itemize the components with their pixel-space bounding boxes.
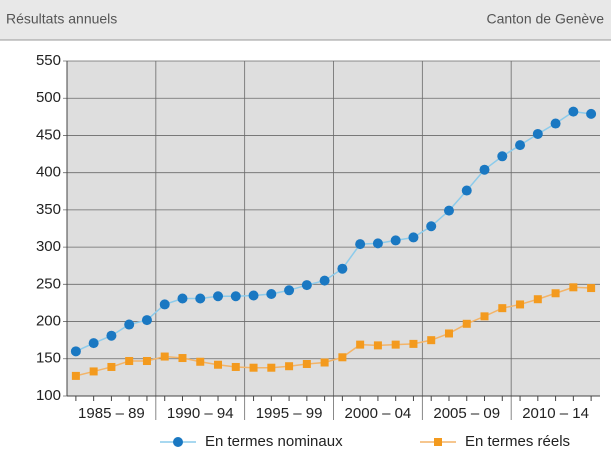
data-point <box>426 221 437 232</box>
data-point <box>338 353 347 362</box>
data-point <box>89 367 98 376</box>
data-point <box>88 338 99 349</box>
x-group-label: 1990 – 94 <box>167 405 234 422</box>
data-point <box>532 128 543 139</box>
data-point <box>391 340 400 349</box>
data-point <box>516 300 525 309</box>
x-group-label: 2005 – 09 <box>433 405 500 422</box>
data-point <box>159 299 170 310</box>
data-point <box>214 360 223 369</box>
legend-marker <box>434 438 442 446</box>
y-tick-label: 450 <box>36 126 61 143</box>
data-point <box>266 289 277 300</box>
data-point <box>498 304 507 313</box>
data-point <box>231 362 240 371</box>
legend-marker <box>173 437 183 447</box>
data-point <box>195 293 206 304</box>
data-point <box>142 357 151 366</box>
y-tick-label: 550 <box>36 52 61 69</box>
data-point <box>285 362 294 371</box>
y-tick-label: 100 <box>36 387 61 404</box>
data-point <box>515 140 526 151</box>
data-point <box>390 235 401 246</box>
x-group-label: 1995 – 99 <box>256 405 323 422</box>
y-tick-label: 350 <box>36 201 61 218</box>
data-point <box>337 263 348 274</box>
data-point <box>373 341 382 350</box>
data-point <box>196 357 205 366</box>
data-point <box>443 205 454 216</box>
data-point <box>178 354 187 363</box>
data-point <box>461 185 472 196</box>
data-point <box>320 358 329 367</box>
data-point <box>444 329 453 338</box>
y-tick-label: 150 <box>36 350 61 367</box>
data-point <box>124 319 135 330</box>
data-point <box>213 291 224 302</box>
data-point <box>125 357 134 366</box>
data-point <box>248 290 259 301</box>
data-point <box>230 291 241 302</box>
data-point <box>106 330 117 341</box>
data-point <box>533 295 542 304</box>
data-point <box>497 151 508 162</box>
data-point <box>372 238 383 249</box>
y-tick-label: 250 <box>36 275 61 292</box>
data-point <box>249 363 258 372</box>
data-point <box>71 371 80 380</box>
data-point <box>479 164 490 175</box>
x-group-label: 2000 – 04 <box>345 405 412 422</box>
header-right: Canton de Genève <box>486 11 604 27</box>
data-point <box>302 359 311 368</box>
data-point <box>355 239 366 250</box>
legend-label: En termes nominaux <box>205 433 343 450</box>
data-point <box>284 285 295 296</box>
data-point <box>568 106 579 117</box>
data-point <box>551 289 560 298</box>
legend-label: En termes réels <box>465 433 570 450</box>
data-point <box>267 363 276 372</box>
header-left: Résultats annuels <box>6 11 117 27</box>
data-point <box>141 315 152 326</box>
data-point <box>462 319 471 328</box>
header-bg <box>0 0 611 40</box>
data-point <box>409 339 418 348</box>
y-tick-label: 400 <box>36 164 61 181</box>
data-point <box>480 312 489 321</box>
data-point <box>177 293 188 304</box>
data-point <box>301 280 312 291</box>
data-point <box>160 352 169 361</box>
data-point <box>569 283 578 292</box>
y-tick-label: 500 <box>36 89 61 106</box>
data-point <box>550 118 561 129</box>
data-point <box>408 232 419 243</box>
data-point <box>586 108 597 119</box>
x-group-label: 1985 – 89 <box>78 405 145 422</box>
data-point <box>107 362 116 371</box>
data-point <box>70 346 81 357</box>
data-point <box>427 336 436 345</box>
data-point <box>356 340 365 349</box>
y-tick-label: 300 <box>36 238 61 255</box>
y-tick-label: 200 <box>36 313 61 330</box>
data-point <box>319 275 330 286</box>
x-group-label: 2010 – 14 <box>522 405 589 422</box>
data-point <box>587 284 596 293</box>
